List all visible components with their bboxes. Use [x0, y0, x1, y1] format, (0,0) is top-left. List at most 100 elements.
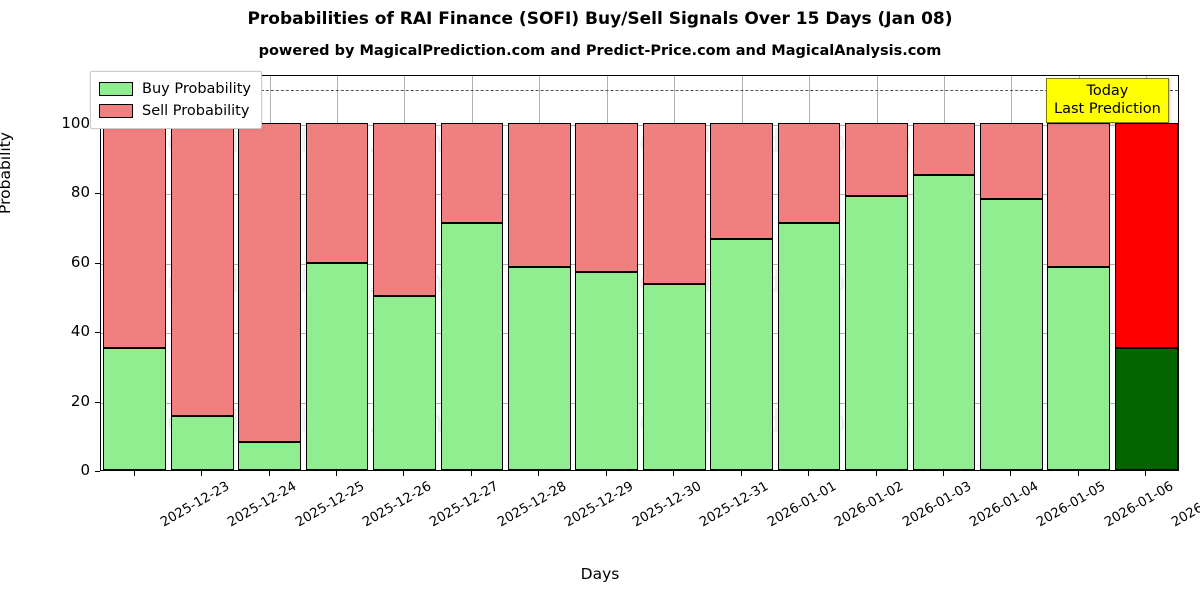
y-tick-label: 0 — [80, 461, 90, 479]
x-tick-label: 2026-01-06 — [1102, 479, 1176, 531]
gridline-horizontal — [101, 124, 1178, 126]
legend-label: Buy Probability — [142, 81, 251, 97]
bar-segment-sell[interactable] — [1114, 122, 1178, 349]
bar-segment-sell[interactable] — [238, 122, 301, 443]
y-tick-mark — [95, 332, 100, 334]
x-tick-label: 2026-01-05 — [1034, 479, 1109, 531]
chart-subtitle: powered by MagicalPrediction.com and Pre… — [258, 43, 942, 59]
x-tick-mark — [1145, 471, 1147, 476]
bar-segment-sell[interactable] — [980, 122, 1043, 200]
bar-group[interactable] — [912, 76, 976, 470]
bar-group[interactable] — [710, 76, 773, 470]
bar-segment-buy[interactable] — [1047, 266, 1111, 470]
legend-label: Sell Probability — [142, 103, 250, 119]
y-tick-mark — [95, 471, 100, 472]
bar-segment-sell[interactable] — [845, 122, 908, 196]
x-tick-mark — [403, 471, 405, 476]
today-annotation-line1: Today — [1086, 83, 1129, 99]
gridline-horizontal — [101, 402, 1178, 404]
y-tick-mark — [95, 262, 100, 264]
x-tick-mark — [470, 471, 472, 476]
threshold-line — [101, 89, 1178, 91]
bar-segment-sell[interactable] — [103, 122, 167, 349]
bar-segment-buy[interactable] — [912, 174, 976, 470]
bar-segment-sell[interactable] — [710, 122, 773, 239]
gridline-horizontal — [101, 194, 1178, 196]
x-tick-label: 2025-12-30 — [630, 479, 704, 531]
x-tick-mark — [133, 471, 135, 476]
x-tick-mark — [875, 471, 877, 476]
bar-group[interactable] — [1047, 76, 1111, 470]
x-tick-label: 2026-01-07 — [1169, 479, 1200, 531]
bar-group[interactable] — [373, 76, 436, 470]
x-tick-label: 2026-01-04 — [967, 479, 1042, 531]
bar-segment-buy[interactable] — [103, 348, 167, 470]
bar-group[interactable] — [170, 76, 234, 470]
bar-segment-sell[interactable] — [575, 122, 639, 272]
bar-segment-buy[interactable] — [305, 263, 369, 470]
bar-segment-buy[interactable] — [575, 272, 639, 470]
legend-entry: Sell Probability — [99, 100, 251, 122]
bar-segment-buy[interactable] — [373, 296, 436, 470]
bar-segment-sell[interactable] — [507, 122, 571, 267]
x-tick-label: 2025-12-27 — [427, 479, 502, 531]
legend-entry: Buy Probability — [99, 78, 251, 100]
x-tick-mark — [740, 471, 742, 476]
legend-swatch — [99, 104, 133, 118]
bar-segment-buy[interactable] — [710, 239, 773, 470]
bar-segment-sell[interactable] — [305, 122, 369, 264]
bar-group[interactable] — [103, 76, 167, 470]
bar-segment-buy[interactable] — [845, 195, 908, 470]
x-tick-label: 2025-12-31 — [697, 479, 772, 531]
plot-area: MagicalAnalysis.comMagicalPrediction.com… — [100, 75, 1179, 471]
bar-segment-sell[interactable] — [777, 122, 841, 224]
y-tick-mark — [95, 193, 100, 195]
x-tick-mark — [1077, 471, 1079, 476]
y-tick-label: 20 — [70, 391, 90, 410]
bar-segment-sell[interactable] — [170, 122, 234, 417]
bar-segment-sell[interactable] — [373, 122, 436, 297]
bar-segment-sell[interactable] — [912, 122, 976, 175]
chart-title: Probabilities of RAI Finance (SOFI) Buy/… — [247, 9, 953, 29]
bar-group[interactable] — [845, 76, 908, 470]
today-annotation-box: Today Last Prediction — [1046, 78, 1169, 123]
x-tick-mark — [538, 471, 540, 476]
x-tick-mark — [201, 471, 203, 476]
bar-segment-buy[interactable] — [440, 223, 504, 470]
bar-segment-buy[interactable] — [642, 284, 706, 470]
bar-segment-sell[interactable] — [642, 122, 706, 285]
bar-group[interactable] — [507, 76, 571, 470]
bar-group[interactable] — [305, 76, 369, 470]
x-tick-label: 2026-01-01 — [764, 479, 839, 531]
bar-segment-buy[interactable] — [507, 266, 571, 470]
x-tick-label: 2025-12-25 — [292, 479, 367, 531]
bar-group[interactable] — [777, 76, 841, 470]
chart-legend: Buy Probability Sell Probability — [90, 71, 262, 129]
y-tick-label: 100 — [61, 113, 90, 132]
bar-group[interactable] — [980, 76, 1043, 470]
y-axis-label: Probability — [0, 132, 14, 214]
bar-segment-buy[interactable] — [238, 442, 301, 470]
bar-group[interactable] — [440, 76, 504, 470]
bar-segment-buy[interactable] — [170, 416, 234, 470]
y-tick-label: 80 — [70, 183, 90, 202]
bar-segment-buy[interactable] — [980, 199, 1043, 470]
bar-group[interactable] — [1114, 76, 1178, 470]
bar-segment-sell[interactable] — [1047, 122, 1111, 267]
y-tick-label: 40 — [70, 322, 90, 341]
x-tick-mark — [673, 471, 675, 476]
x-tick-label: 2025-12-29 — [562, 479, 637, 531]
x-tick-mark — [336, 471, 338, 476]
x-tick-mark — [605, 471, 607, 476]
bar-segment-buy[interactable] — [1114, 348, 1178, 470]
bar-group[interactable] — [575, 76, 639, 470]
bar-segment-buy[interactable] — [777, 223, 841, 470]
x-tick-label: 2026-01-03 — [899, 479, 974, 531]
x-tick-label: 2025-12-24 — [225, 479, 300, 531]
x-tick-mark — [268, 471, 270, 476]
bar-segment-sell[interactable] — [440, 122, 504, 224]
x-tick-mark — [942, 471, 944, 476]
bar-group[interactable] — [238, 76, 301, 470]
bar-group[interactable] — [642, 76, 706, 470]
x-axis-label: Days — [580, 565, 620, 583]
